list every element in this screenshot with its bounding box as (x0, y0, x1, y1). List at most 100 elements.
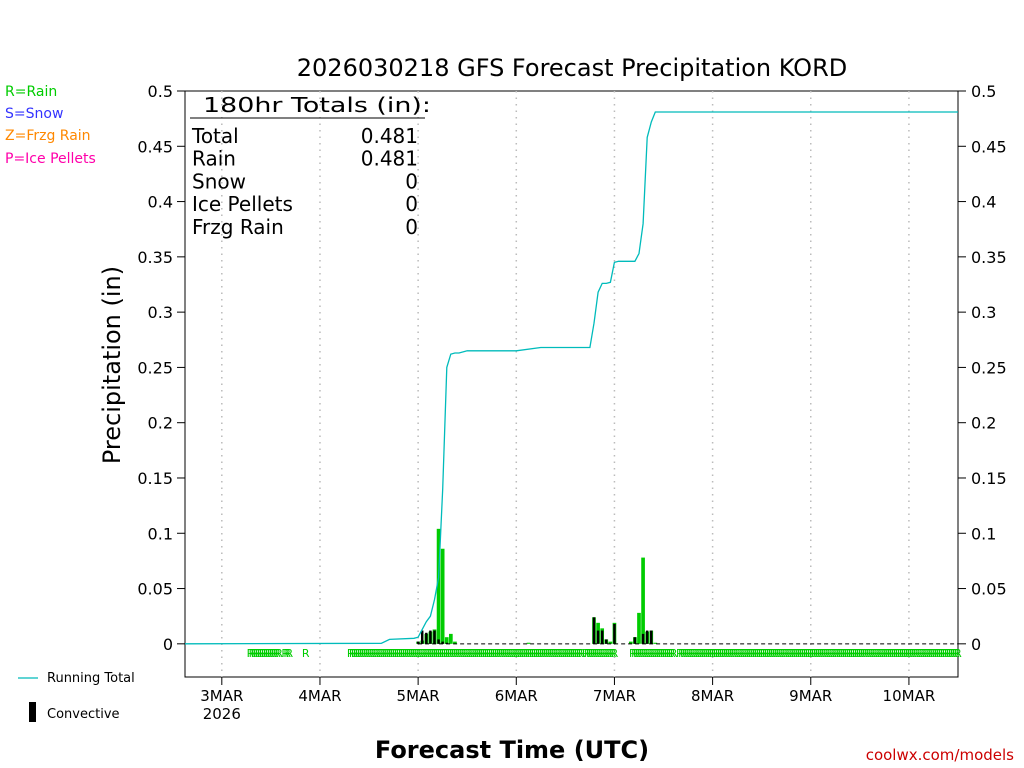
convective-bar-3 (429, 630, 432, 644)
y-tick-left-label-3: 0.15 (137, 469, 173, 488)
ptype-mark-179: R (697, 647, 705, 660)
ptype-mark-247: R (836, 647, 844, 660)
ptype-mark-101: R (515, 647, 523, 660)
ptype-mark-200: R (739, 647, 747, 660)
ptype-mark-135: R (586, 647, 594, 660)
totals-value-1: 0.481 (361, 147, 418, 171)
y-tick-right-label-4: 0.2 (971, 414, 996, 433)
ptype-mark-251: R (844, 647, 852, 660)
ptype-mark-233: R (807, 647, 815, 660)
y-tick-left-label-8: 0.4 (148, 193, 173, 212)
ptype-mark-244: R (829, 647, 837, 660)
ptype-mark-183: R (705, 647, 713, 660)
ptype-mark-123: R (559, 647, 567, 660)
ptype-mark-100: R (512, 647, 520, 660)
ptype-mark-32: R (373, 647, 381, 660)
y-tick-right-label-8: 0.4 (971, 193, 996, 212)
ptype-mark-221: R (782, 647, 790, 660)
rain-bar-9 (453, 641, 457, 644)
ptype-mark-10: R (267, 647, 275, 660)
ptype-mark-171: R (680, 647, 688, 660)
ptype-mark-142: R (600, 647, 608, 660)
ptype-mark-154: R (641, 647, 649, 660)
convective-bar-5 (437, 639, 440, 644)
ptype-mark-20: R (349, 647, 357, 660)
rain-bar-17 (628, 641, 633, 644)
x-tick-label-1: 4MAR (298, 687, 341, 705)
ptype-mark-127: R (568, 647, 576, 660)
ptype-mark-245: R (831, 647, 839, 660)
ptype-mark-69: R (449, 647, 457, 660)
ptype-mark-220: R (780, 647, 788, 660)
ptype-mark-228: R (797, 647, 805, 660)
ptype-mark-175: R (688, 647, 696, 660)
ptype-mark-260: R (862, 647, 870, 660)
ptype-mark-283: R (909, 647, 917, 660)
ptype-mark-5: R (257, 647, 265, 660)
totals-label-2: Snow (192, 169, 246, 193)
ptype-mark-91: R (494, 647, 502, 660)
totals-box: 180hr Totals (in): Total 0.481 Rain 0.481 Sn… (190, 93, 431, 239)
ptype-mark-264: R (870, 647, 878, 660)
ptype-mark-139: R (594, 647, 602, 660)
ptype-mark-161: R (656, 647, 664, 660)
ptype-mark-146: R (609, 647, 617, 660)
ptype-mark-184: R (707, 647, 715, 660)
ptype-mark-44: R (398, 647, 406, 660)
ptype-mark-272: R (887, 647, 895, 660)
ptype-mark-30: R (369, 647, 377, 660)
ptype-mark-95: R (502, 647, 510, 660)
y-tick-left-label-9: 0.45 (137, 137, 173, 156)
ptype-mark-170: R (678, 647, 686, 660)
ptype-mark-50: R (410, 647, 418, 660)
y-ticks-right: 0 0.05 0.1 0.15 0.2 0.25 0.3 0.35 0.4 0.45 0.5 (958, 82, 1007, 654)
ptype-mark-241: R (823, 647, 831, 660)
rain-bar-23 (653, 642, 658, 644)
ptype-mark-128: R (570, 647, 578, 660)
ptype-mark-13: R (273, 647, 281, 660)
ptype-mark-255: R (852, 647, 860, 660)
ptype-mark-67: R (445, 647, 453, 660)
rain-bar-5 (436, 528, 441, 644)
ptype-mark-152: R (637, 647, 645, 660)
ptype-mark-0: R (247, 647, 255, 660)
ptype-mark-266: R (874, 647, 882, 660)
convective-bar-7 (445, 642, 448, 644)
ptype-mark-22: R (353, 647, 361, 660)
ptype-mark-85: R (482, 647, 490, 660)
y-tick-left-label-0: 0 (163, 635, 173, 654)
ptype-mark-114: R (541, 647, 549, 660)
ptype-mark-89: R (490, 647, 498, 660)
ptype-mark-42: R (394, 647, 402, 660)
ptype-mark-239: R (819, 647, 827, 660)
ptype-mark-160: R (654, 647, 662, 660)
ptype-mark-97: R (506, 647, 514, 660)
legend-ptype-snow: S=Snow (5, 106, 63, 122)
ptype-mark-117: R (547, 647, 555, 660)
ptype-mark-25: R (359, 647, 367, 660)
ptype-mark-41: R (392, 647, 400, 660)
ptype-mark-43: R (396, 647, 404, 660)
running-total-line (184, 111, 958, 645)
ptype-mark-133: R (582, 647, 590, 660)
ptype-mark-303: R (950, 647, 958, 660)
ptype-mark-295: R (934, 647, 942, 660)
ptype-mark-116: R (545, 647, 553, 660)
y-tick-left-label-10: 0.5 (148, 82, 173, 101)
ptype-mark-53: R (416, 647, 424, 660)
ptype-mark-60: R (431, 647, 439, 660)
ptype-mark-71: R (453, 647, 461, 660)
ptype-mark-164: R (662, 647, 670, 660)
ptype-mark-254: R (850, 647, 858, 660)
ptype-mark-38: R (386, 647, 394, 660)
ptype-mark-40: R (390, 647, 398, 660)
ptype-mark-181: R (701, 647, 709, 660)
ptype-mark-118: R (549, 647, 557, 660)
ptype-mark-121: R (555, 647, 563, 660)
ptype-mark-173: R (684, 647, 692, 660)
ptype-mark-2: R (251, 647, 259, 660)
ptype-mark-23: R (355, 647, 363, 660)
ptype-mark-59: R (429, 647, 437, 660)
ptype-mark-3: R (253, 647, 261, 660)
ptype-mark-28: R (365, 647, 373, 660)
